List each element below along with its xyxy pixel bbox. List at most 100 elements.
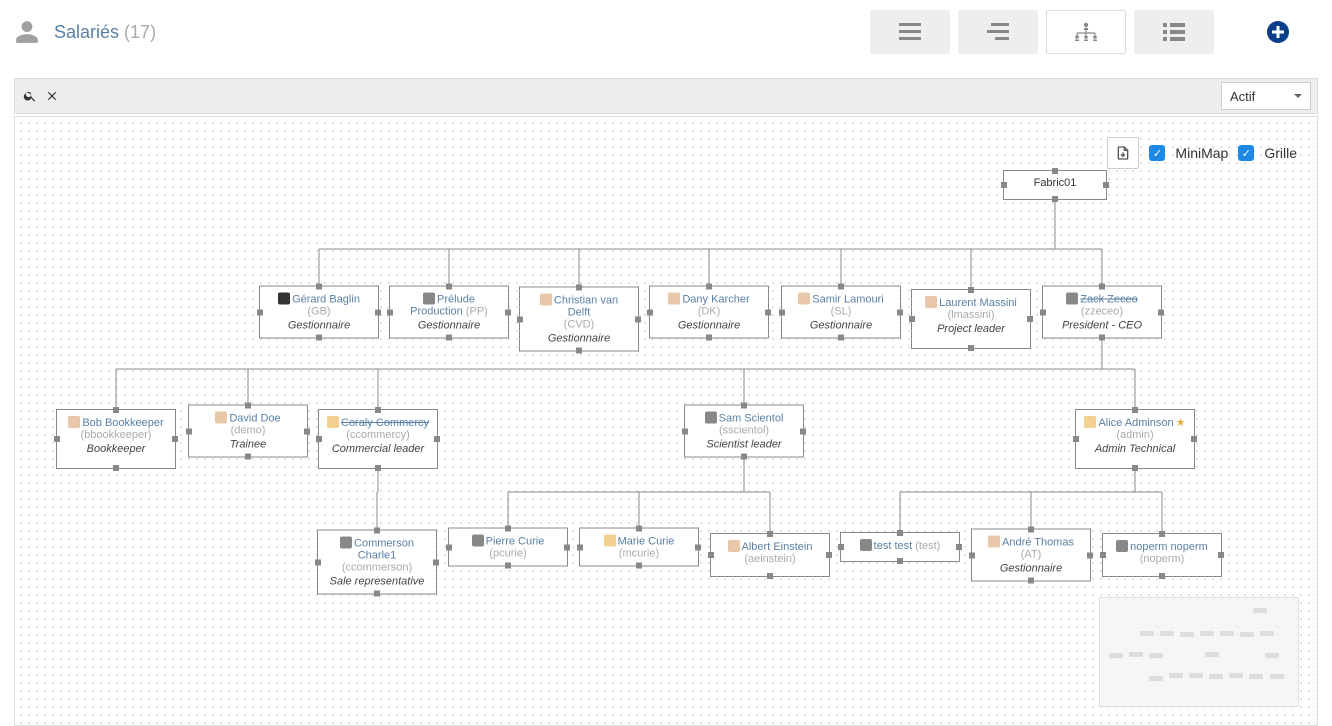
node-name[interactable]: noperm noperm (1130, 541, 1208, 553)
org-node[interactable]: Commerson Charle1(ccommerson)Sale repres… (317, 530, 437, 595)
org-node[interactable]: Albert Einstein(aeinstein) (710, 533, 830, 577)
node-handle[interactable] (576, 285, 582, 291)
node-handle[interactable] (1040, 309, 1046, 315)
node-handle[interactable] (186, 428, 192, 434)
add-button[interactable] (1238, 10, 1318, 54)
node-handle[interactable] (968, 287, 974, 293)
view-grid-button[interactable] (1134, 10, 1214, 54)
node-name[interactable]: Dany Karcher (682, 294, 749, 306)
node-handle[interactable] (1028, 578, 1034, 584)
node-handle[interactable] (1099, 335, 1105, 341)
node-handle[interactable] (956, 544, 962, 550)
node-handle[interactable] (1052, 168, 1058, 174)
node-handle[interactable] (636, 526, 642, 532)
view-align-button[interactable] (958, 10, 1038, 54)
node-handle[interactable] (505, 563, 511, 569)
node-handle[interactable] (245, 403, 251, 409)
node-handle[interactable] (316, 284, 322, 290)
node-handle[interactable] (838, 335, 844, 341)
node-handle[interactable] (1132, 465, 1138, 471)
node-handle[interactable] (767, 573, 773, 579)
node-handle[interactable] (695, 544, 701, 550)
node-handle[interactable] (838, 284, 844, 290)
node-handle[interactable] (564, 544, 570, 550)
node-name[interactable]: Albert Einstein (742, 541, 813, 553)
org-node[interactable]: Coraly Commercy(ccommercy)Commercial lea… (318, 409, 438, 469)
node-name[interactable]: André Thomas (1002, 537, 1074, 549)
org-node[interactable]: Alice Adminson★(admin)Admin Technical (1075, 409, 1195, 469)
node-handle[interactable] (1159, 573, 1165, 579)
node-handle[interactable] (1132, 407, 1138, 413)
node-handle[interactable] (1191, 436, 1197, 442)
node-handle[interactable] (505, 526, 511, 532)
node-handle[interactable] (172, 436, 178, 442)
node-handle[interactable] (245, 454, 251, 460)
view-list-button[interactable] (870, 10, 950, 54)
node-handle[interactable] (682, 428, 688, 434)
org-node[interactable]: Prélude Production (PP)Gestionnaire (389, 286, 509, 339)
org-node[interactable]: Christian van Delft(CVD)Gestionnaire (519, 287, 639, 352)
node-handle[interactable] (741, 403, 747, 409)
node-handle[interactable] (374, 591, 380, 597)
node-name[interactable]: Pierre Curie (486, 536, 545, 548)
node-handle[interactable] (375, 407, 381, 413)
org-node[interactable]: noperm noperm(noperm) (1102, 533, 1222, 577)
node-name[interactable]: Sam Scientol (719, 413, 784, 425)
org-node[interactable]: David Doe (demo)Trainee (188, 405, 308, 458)
node-handle[interactable] (636, 563, 642, 569)
node-handle[interactable] (897, 530, 903, 536)
node-handle[interactable] (304, 428, 310, 434)
node-name[interactable]: Marie Curie (618, 536, 675, 548)
search-icon[interactable] (23, 89, 37, 103)
node-handle[interactable] (1028, 527, 1034, 533)
node-handle[interactable] (765, 309, 771, 315)
node-handle[interactable] (1001, 182, 1007, 188)
node-handle[interactable] (315, 559, 321, 565)
node-handle[interactable] (1027, 316, 1033, 322)
org-node[interactable]: André Thomas (AT)Gestionnaire (971, 529, 1091, 582)
grid-checkbox[interactable]: ✓ (1238, 145, 1254, 161)
node-handle[interactable] (826, 552, 832, 558)
node-handle[interactable] (434, 436, 440, 442)
org-node[interactable]: Samir Lamouri (SL)Gestionnaire (781, 286, 901, 339)
node-handle[interactable] (779, 309, 785, 315)
node-handle[interactable] (375, 465, 381, 471)
node-handle[interactable] (1159, 531, 1165, 537)
node-name[interactable]: Coraly Commercy (341, 417, 429, 429)
org-node[interactable]: Marie Curie (mcurie) (579, 528, 699, 567)
minimap[interactable] (1099, 597, 1299, 707)
node-name[interactable]: Laurent Massini (939, 297, 1017, 309)
node-handle[interactable] (800, 428, 806, 434)
node-handle[interactable] (54, 436, 60, 442)
node-handle[interactable] (767, 531, 773, 537)
export-button[interactable] (1107, 137, 1139, 169)
node-handle[interactable] (374, 528, 380, 534)
node-handle[interactable] (1073, 436, 1079, 442)
node-handle[interactable] (446, 544, 452, 550)
node-handle[interactable] (706, 335, 712, 341)
org-node[interactable]: test test (test) (840, 532, 960, 562)
node-handle[interactable] (1099, 284, 1105, 290)
node-name[interactable]: Gérard Baglin (292, 294, 360, 306)
node-handle[interactable] (1087, 552, 1093, 558)
org-node[interactable]: Pierre Curie (pcurie) (448, 528, 568, 567)
node-handle[interactable] (446, 335, 452, 341)
node-name[interactable]: Christian van Delft (554, 295, 618, 319)
node-handle[interactable] (706, 284, 712, 290)
node-handle[interactable] (1052, 196, 1058, 202)
node-handle[interactable] (1100, 552, 1106, 558)
status-select[interactable]: Actif (1221, 82, 1311, 110)
node-handle[interactable] (969, 552, 975, 558)
node-name[interactable]: test test (874, 540, 913, 552)
node-handle[interactable] (897, 309, 903, 315)
node-handle[interactable] (316, 436, 322, 442)
node-handle[interactable] (647, 309, 653, 315)
org-node[interactable]: Zack Zeceo (zzeceo)President - CEO (1042, 286, 1162, 339)
node-handle[interactable] (741, 454, 747, 460)
node-handle[interactable] (113, 407, 119, 413)
node-handle[interactable] (1218, 552, 1224, 558)
node-name[interactable]: Alice Adminson (1098, 417, 1173, 429)
node-name[interactable]: Zack Zeceo (1080, 294, 1137, 306)
node-name[interactable]: Commerson Charle1 (354, 538, 414, 562)
node-handle[interactable] (257, 309, 263, 315)
